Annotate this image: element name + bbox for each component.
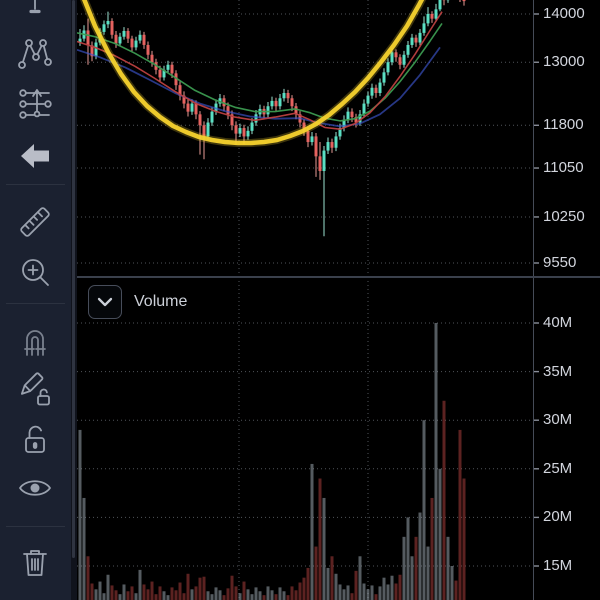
zoom-in-button[interactable]: [15, 252, 55, 292]
forecast-projection-icon: [19, 89, 52, 119]
toolbar-divider: [6, 184, 65, 185]
zoom-in-icon: [22, 259, 49, 286]
drawing-lock-button[interactable]: [15, 370, 55, 410]
toolbar-divider: [6, 303, 65, 304]
lock-all-button[interactable]: [15, 420, 55, 460]
drawing-toolbar: [0, 0, 71, 600]
toolbar-gutter: [71, 0, 77, 600]
volume-tick-label: 40M: [543, 314, 573, 331]
price-tick-label: 14000: [543, 5, 585, 22]
ruler-icon: [20, 207, 50, 237]
volume-indicator-header: Volume: [88, 285, 187, 319]
xabcd-pattern-icon: [18, 39, 52, 69]
volume-tick-label: 30M: [543, 411, 573, 429]
price-axis-border: [533, 0, 534, 600]
volume-collapse-button[interactable]: [88, 285, 122, 319]
eye-icon: [19, 480, 51, 496]
price-tick-label: 10250: [543, 207, 585, 225]
pencil-lock-icon: [20, 372, 50, 406]
toolbar-divider: [6, 526, 65, 527]
volume-tick-label: 35M: [543, 362, 573, 380]
pane-resize-handle[interactable]: [71, 276, 600, 278]
price-pane[interactable]: [0, 0, 600, 276]
volume-tick-label: 20M: [543, 508, 573, 526]
vertical-line-tool-button[interactable]: [15, 0, 55, 18]
chevron-down-icon: [97, 297, 113, 307]
price-tick-label: 11800: [543, 116, 584, 134]
arrow-left-button[interactable]: [15, 136, 55, 176]
remove-all-button[interactable]: [15, 542, 55, 582]
unlock-icon: [25, 425, 45, 453]
measure-button[interactable]: [15, 202, 55, 242]
price-tick-label: 13000: [543, 53, 585, 71]
volume-tick-label: 15M: [543, 557, 573, 574]
hide-all-button[interactable]: [15, 468, 55, 508]
vertical-line-tool-icon: [29, 0, 41, 14]
xabcd-pattern-button[interactable]: [15, 34, 55, 74]
volume-indicator-label: Volume: [134, 293, 188, 310]
volume-tick-label: 25M: [543, 459, 573, 477]
volume-pane[interactable]: [0, 277, 600, 600]
toolbar-scrollbar[interactable]: [72, 0, 75, 558]
magnet-icon: [24, 330, 46, 356]
trash-icon: [23, 550, 47, 576]
price-tick-label: 11050: [543, 159, 584, 177]
forecast-projection-button[interactable]: [15, 84, 55, 124]
arrow-left-icon: [21, 144, 49, 168]
magnet-mode-button[interactable]: [15, 322, 55, 362]
price-tick-label: 9550: [543, 254, 577, 271]
